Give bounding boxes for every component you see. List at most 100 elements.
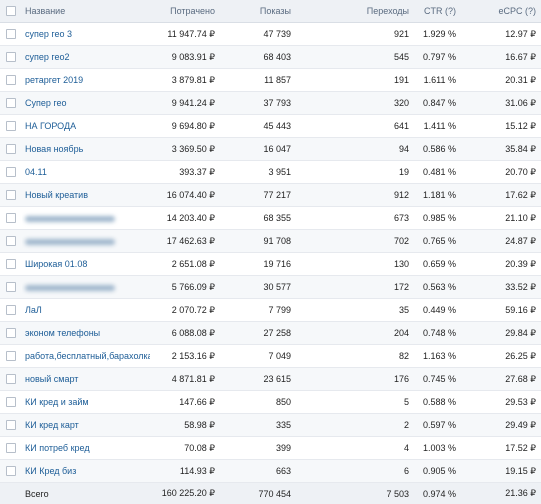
checkbox-cell (0, 206, 22, 230)
campaign-link[interactable]: КИ кред и займ (25, 397, 89, 407)
value-cell: 5 766.09 ₽ (150, 275, 220, 299)
campaign-link[interactable]: эконом телефоны (25, 328, 101, 338)
column-header[interactable]: Переходы (296, 0, 414, 23)
column-header[interactable]: eCPC (?) (461, 0, 541, 23)
checkbox[interactable] (6, 420, 16, 431)
value-cell: 7 799 (220, 298, 296, 322)
value-cell: 130 (296, 252, 414, 276)
value-cell: 82 (296, 344, 414, 368)
checkbox[interactable] (6, 121, 16, 132)
checkbox-cell (0, 229, 22, 253)
checkbox[interactable] (6, 305, 16, 316)
value-cell: 19.15 ₽ (461, 459, 541, 483)
value-cell: 59.16 ₽ (461, 298, 541, 322)
value-cell: 16 074.40 ₽ (150, 183, 220, 207)
campaign-link[interactable]: Новая ноябрь (25, 144, 84, 154)
value-cell: 0.659 % (414, 252, 461, 276)
campaign-link[interactable]: Широкая 01.08 (25, 259, 88, 269)
campaign-name-cell: КИ потреб кред (22, 436, 150, 460)
column-header[interactable]: Название (22, 0, 150, 23)
value-cell: 7 049 (220, 344, 296, 368)
campaign-name-cell: супер гео 3 (22, 22, 150, 46)
value-cell: 0.563 % (414, 275, 461, 299)
checkbox[interactable] (6, 374, 16, 385)
total-value: 770 454 (220, 482, 296, 504)
value-cell: 26.25 ₽ (461, 344, 541, 368)
checkbox[interactable] (6, 259, 16, 270)
checkbox[interactable] (6, 144, 16, 155)
campaign-link[interactable]: КИ Кред биз (25, 466, 77, 476)
checkbox[interactable] (6, 236, 16, 247)
value-cell: 6 088.08 ₽ (150, 321, 220, 345)
value-cell: 0.481 % (414, 160, 461, 184)
checkbox[interactable] (6, 29, 16, 40)
campaign-link[interactable]: ретаргет 2019 (25, 75, 84, 85)
checkbox-cell (0, 275, 22, 299)
checkbox-cell (0, 252, 22, 276)
checkbox[interactable] (6, 213, 16, 224)
value-cell: 29.49 ₽ (461, 413, 541, 437)
checkbox[interactable] (6, 466, 16, 477)
table-body: супер гео 3 11 947.74 ₽47 739 921 1.929 % 12… (0, 22, 541, 483)
checkbox[interactable] (6, 52, 16, 63)
value-cell: 0.745 % (414, 367, 461, 391)
value-cell: 11 857 (220, 68, 296, 92)
value-cell: 9 083.91 ₽ (150, 45, 220, 69)
total-value: 160 225.20 ₽ (150, 482, 220, 504)
campaign-link[interactable]: супер гео2 (25, 52, 70, 62)
checkbox[interactable] (6, 75, 16, 86)
checkbox[interactable] (6, 98, 16, 109)
checkbox-cell (0, 114, 22, 138)
value-cell: 1.163 % (414, 344, 461, 368)
value-cell: 0.449 % (414, 298, 461, 322)
value-cell: 20.39 ₽ (461, 252, 541, 276)
column-header[interactable]: Показы (220, 0, 296, 23)
value-cell: 850 (220, 390, 296, 414)
checkbox[interactable] (6, 190, 16, 201)
campaign-name-cell: Широкая 01.08 (22, 252, 150, 276)
value-cell: 68 403 (220, 45, 296, 69)
value-cell: 1.003 % (414, 436, 461, 460)
table-row: КИ кред и займ 147.66 ₽850 5 0.588 % 29.53 ₽ (0, 390, 541, 414)
checkbox[interactable] (6, 328, 16, 339)
value-cell: 27 258 (220, 321, 296, 345)
campaign-name-cell: Новый креатив (22, 183, 150, 207)
value-cell: 0.748 % (414, 321, 461, 345)
checkbox[interactable] (6, 282, 16, 293)
table-row: работа,бесплатный,барахолка 2 153.16 ₽7 0… (0, 344, 541, 368)
checkbox-cell (0, 459, 22, 483)
checkbox[interactable] (6, 351, 16, 362)
campaign-link[interactable]: КИ потреб кред (25, 443, 90, 453)
value-cell: 9 694.80 ₽ (150, 114, 220, 138)
table-row: Новая ноябрь 3 369.50 ₽16 047 94 0.586 % 35.… (0, 137, 541, 161)
checkbox[interactable] (6, 167, 16, 178)
checkbox[interactable] (6, 443, 16, 454)
value-cell: 30 577 (220, 275, 296, 299)
table-row: Новый креатив 16 074.40 ₽77 217 912 1.181 %… (0, 183, 541, 207)
column-header[interactable]: Потрачено (150, 0, 220, 23)
campaign-link[interactable]: НА ГОРОДА (25, 121, 77, 131)
value-cell: 21.10 ₽ (461, 206, 541, 230)
campaign-link[interactable]: Супер гео (25, 98, 67, 108)
table-row: 14 203.40 ₽68 355 673 0.985 % 21.10 ₽ (0, 206, 541, 230)
value-cell: 702 (296, 229, 414, 253)
campaign-name-cell: КИ кред и займ (22, 390, 150, 414)
blurred-name (25, 238, 115, 245)
column-header[interactable]: CTR (?) (414, 0, 461, 23)
checkbox[interactable] (6, 397, 16, 408)
campaign-link[interactable]: ЛаЛ (25, 305, 42, 315)
campaign-link[interactable]: новый смарт (25, 374, 79, 384)
campaign-link[interactable]: Новый креатив (25, 190, 88, 200)
campaign-link[interactable]: 04.11 (25, 167, 47, 177)
campaign-link[interactable]: КИ кред карт (25, 420, 79, 430)
checkbox-cell (0, 413, 22, 437)
checkbox[interactable] (6, 6, 16, 17)
campaign-link[interactable]: супер гео 3 (25, 29, 72, 39)
table-row: новый смарт 4 871.81 ₽23 615 176 0.745 % 27.… (0, 367, 541, 391)
value-cell: 4 (296, 436, 414, 460)
value-cell: 70.08 ₽ (150, 436, 220, 460)
value-cell: 0.905 % (414, 459, 461, 483)
campaign-link[interactable]: работа,бесплатный,барахолка (25, 351, 150, 361)
value-cell: 0.765 % (414, 229, 461, 253)
blurred-name (25, 215, 115, 222)
